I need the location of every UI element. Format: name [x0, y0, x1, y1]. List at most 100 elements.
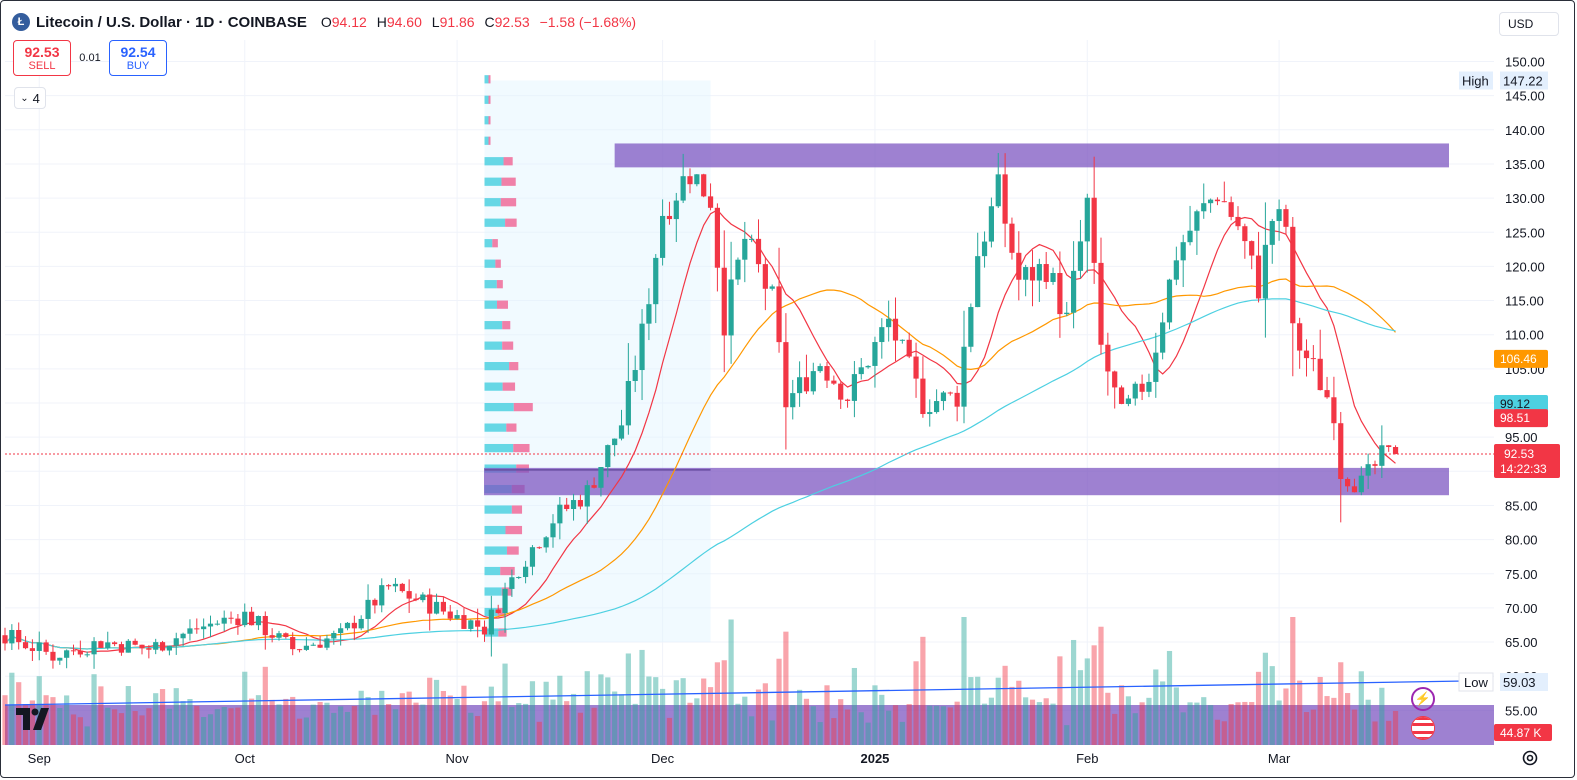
- time-tick-label: Oct: [235, 751, 256, 766]
- volume-bar: [1214, 719, 1221, 745]
- candle-body: [1228, 202, 1234, 217]
- volume-bar: [420, 704, 426, 745]
- volume-profile-up: [484, 423, 507, 432]
- volume-bar: [406, 691, 412, 745]
- candle-body: [1132, 383, 1138, 399]
- volume-bar: [858, 712, 864, 745]
- candle-body: [1201, 203, 1207, 212]
- volume-bar: [379, 690, 385, 745]
- volume-bar: [180, 701, 186, 745]
- candle-body: [755, 238, 762, 265]
- volume-bar: [331, 712, 337, 745]
- price-tick-label: 110.00: [1505, 328, 1544, 343]
- candle-body: [714, 207, 720, 268]
- volume-profile-down: [506, 423, 517, 432]
- volume-bar: [742, 696, 748, 745]
- volume-bar: [344, 711, 351, 745]
- indicators-toggle[interactable]: ⌄ 4: [14, 87, 46, 109]
- volume-profile-up: [484, 136, 489, 145]
- candle-body: [447, 611, 453, 619]
- volume-bar: [975, 676, 981, 745]
- volume-bar: [1345, 693, 1351, 745]
- volume-bar: [1372, 721, 1378, 745]
- volume-bar: [276, 704, 282, 745]
- chevron-down-icon: ⌄: [20, 92, 29, 104]
- candle-body: [118, 644, 125, 653]
- candle-body: [564, 504, 570, 509]
- volume-bar: [296, 718, 303, 745]
- candle-body: [797, 377, 803, 394]
- volume-profile-down: [488, 136, 491, 145]
- candle-body: [858, 367, 864, 375]
- candle-body: [1180, 242, 1186, 261]
- volume-zone: [5, 705, 1494, 745]
- candle-body: [98, 641, 104, 648]
- price-axis: 150.00 145.00 140.00 135.00 130.00 125.00 120.…: [1458, 55, 1548, 718]
- change-value: −1.58 (−1.68%): [539, 14, 637, 30]
- volume-bar: [660, 688, 666, 745]
- price-tick-label: 65.00: [1505, 635, 1538, 650]
- candle-body: [810, 371, 816, 392]
- volume-bar: [1365, 699, 1371, 745]
- volume-bar: [680, 678, 686, 745]
- volume-bar: [920, 636, 926, 745]
- flag-icon[interactable]: [1411, 716, 1435, 740]
- volume-bar: [1043, 698, 1049, 745]
- symbol-title[interactable]: Litecoin / U.S. Dollar · 1D · COINBASE: [36, 13, 307, 31]
- candle-body: [1310, 358, 1316, 360]
- lightning-icon[interactable]: ⚡: [1411, 687, 1435, 711]
- candle-body: [653, 257, 659, 305]
- candle-body: [639, 323, 645, 371]
- candle-body: [468, 620, 474, 629]
- candle-body: [1262, 244, 1268, 299]
- price-badge-bg: [1494, 444, 1560, 479]
- volume-bar: [338, 706, 344, 745]
- candle-body: [1194, 211, 1200, 231]
- volume-bar: [557, 675, 563, 745]
- currency-selector[interactable]: USD: [1499, 12, 1559, 36]
- candle-body: [420, 594, 426, 601]
- volume-bar: [1077, 670, 1084, 745]
- volume-bar: [235, 707, 241, 745]
- candle-body: [64, 650, 70, 658]
- volume-bar: [317, 701, 323, 745]
- candle-body: [605, 445, 611, 468]
- candle-body: [1091, 197, 1097, 263]
- volume-bar: [927, 705, 933, 745]
- volume-bar: [262, 666, 268, 745]
- volume-bar: [838, 699, 844, 745]
- candle-body: [1255, 255, 1262, 299]
- candle-body: [803, 377, 810, 392]
- candle-body: [351, 622, 357, 629]
- volume-bar: [509, 707, 515, 745]
- buy-button[interactable]: 92.54 BUY: [109, 40, 167, 76]
- volume-bar: [618, 694, 625, 745]
- ma-red-badge-bg: [1494, 409, 1548, 428]
- candle-body: [509, 577, 515, 589]
- volume-bar: [365, 697, 371, 745]
- candle-body: [427, 594, 433, 614]
- volume-bar: [1351, 709, 1358, 745]
- candle-body: [399, 583, 405, 592]
- sell-button[interactable]: 92.53 SELL: [13, 40, 71, 76]
- volume-bar: [1249, 702, 1255, 745]
- candle-body: [1112, 371, 1118, 388]
- resistance-zone: [614, 143, 1449, 168]
- volume-profile-up: [484, 157, 504, 166]
- time-tick-label: Nov: [446, 751, 470, 766]
- volume-profile-down: [496, 280, 503, 289]
- volume-bar: [1132, 713, 1138, 745]
- volume-bar: [1201, 697, 1207, 745]
- candle-body: [1297, 323, 1303, 351]
- volume-profile-up: [484, 75, 489, 84]
- volume-bar: [995, 677, 1001, 745]
- candle-body: [1166, 279, 1173, 323]
- settings-gear-icon[interactable]: [1520, 748, 1540, 768]
- volume-profile-down: [502, 321, 511, 330]
- tradingview-logo-icon[interactable]: [16, 708, 54, 730]
- volume-profile-down: [500, 198, 517, 207]
- candle-body: [153, 642, 159, 650]
- high-value: 94.60: [386, 14, 422, 30]
- volume-bar: [1221, 721, 1227, 745]
